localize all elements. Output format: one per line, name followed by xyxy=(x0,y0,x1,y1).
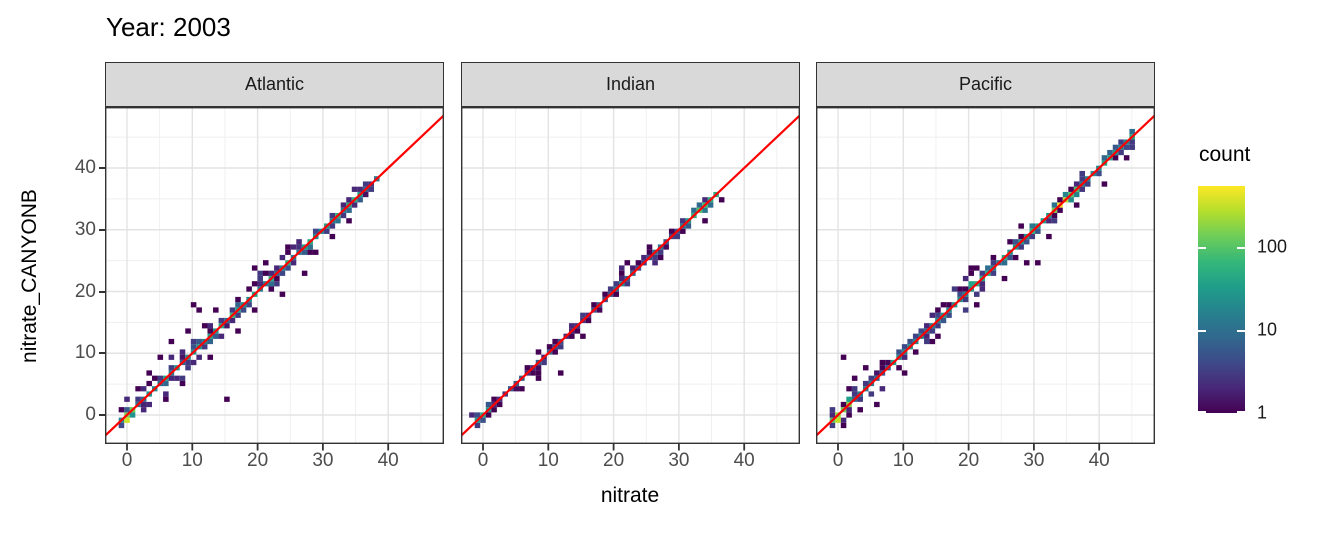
y-tick-label: 40 xyxy=(74,157,96,178)
y-tick-mark xyxy=(99,414,105,416)
x-tick-label: 10 xyxy=(181,450,203,471)
facet-strip: Indian xyxy=(461,62,800,107)
x-tick-label: 20 xyxy=(958,450,980,471)
x-tick-label: 40 xyxy=(1088,450,1110,471)
x-tick-label: 40 xyxy=(733,450,755,471)
legend-tick-mark xyxy=(1237,411,1245,413)
facet-panel-pacific xyxy=(816,107,1155,451)
legend-title: count xyxy=(1199,143,1251,166)
x-tick-label: 20 xyxy=(247,450,269,471)
facet-strip: Atlantic xyxy=(105,62,444,107)
y-tick-mark xyxy=(99,167,105,169)
facet-panel-atlantic xyxy=(105,107,444,451)
x-tick-label: 0 xyxy=(121,450,133,471)
y-tick-mark xyxy=(99,352,105,355)
legend-colorbar xyxy=(1198,186,1245,413)
y-tick-label: 10 xyxy=(74,342,96,364)
legend-tick-mark xyxy=(1198,329,1206,332)
legend-tick-mark xyxy=(1198,246,1206,249)
y-tick-label: 30 xyxy=(74,218,96,240)
x-tick-label: 20 xyxy=(603,450,625,471)
x-tick-label: 0 xyxy=(832,450,844,471)
x-tick-label: 10 xyxy=(892,450,914,471)
legend-tick-mark xyxy=(1237,329,1245,332)
facet-panel-indian xyxy=(461,107,800,451)
y-tick-mark xyxy=(99,290,105,293)
facet-strip: Pacific xyxy=(816,62,1155,107)
legend-tick-mark xyxy=(1237,246,1245,249)
plot-title: Year: 2003 xyxy=(106,12,231,42)
x-tick-label: 0 xyxy=(477,450,489,471)
x-tick-label: 30 xyxy=(312,450,334,471)
y-axis-title: nitrate_CANYONB xyxy=(18,189,41,363)
y-tick-label: 0 xyxy=(85,404,96,425)
legend-tick-label: 10 xyxy=(1257,319,1278,340)
legend-tick-label: 100 xyxy=(1257,236,1288,257)
y-tick-mark xyxy=(99,228,105,231)
x-tick-label: 10 xyxy=(537,450,559,471)
x-axis-title: nitrate xyxy=(600,484,660,507)
y-tick-label: 20 xyxy=(74,280,96,302)
x-tick-label: 40 xyxy=(377,450,399,471)
x-tick-label: 30 xyxy=(668,450,690,471)
legend-tick-mark xyxy=(1198,411,1206,413)
legend-tick-label: 1 xyxy=(1257,402,1268,423)
x-tick-label: 30 xyxy=(1023,450,1045,471)
